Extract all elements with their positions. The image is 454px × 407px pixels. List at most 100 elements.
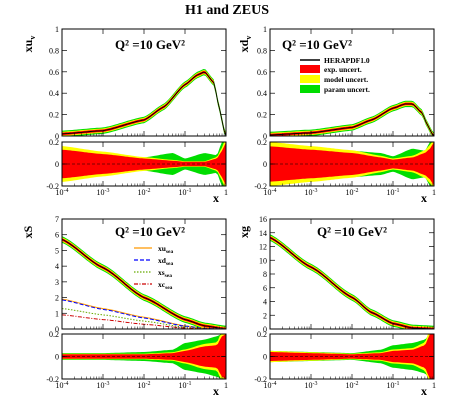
param-band xyxy=(62,69,226,136)
y-tick-label: 0.8 xyxy=(257,46,267,55)
y-tick-label: 0 xyxy=(263,132,267,141)
y-tick-label: 0 xyxy=(263,353,267,362)
central-line xyxy=(270,103,435,137)
legend-exp-label: exp. uncert. xyxy=(324,65,362,74)
y-tick-label: 0.2 xyxy=(257,330,267,339)
x-axis-label: x xyxy=(213,384,219,398)
y-tick-label: 1 xyxy=(55,309,59,318)
x-axis-label: x xyxy=(213,191,219,205)
x-tick-label: 10-2 xyxy=(138,188,151,197)
legend-sea-c-label: xcsea xyxy=(158,280,173,291)
x-tick-label: 10-1 xyxy=(179,381,192,390)
legend-exp-swatch xyxy=(300,65,320,73)
y-tick-label: 6 xyxy=(55,231,59,240)
y-tick-label: 7 xyxy=(55,215,59,224)
model-band xyxy=(270,235,434,329)
y-tick-label: -0.2 xyxy=(254,375,267,384)
x-tick-label: 10-3 xyxy=(305,188,318,197)
x-tick-label: 10-4 xyxy=(56,381,69,390)
figure-title: H1 and ZEUS xyxy=(185,3,269,18)
y-tick-label: 0.2 xyxy=(49,330,59,339)
central-line xyxy=(61,238,227,330)
legend-model-label: model uncert. xyxy=(324,75,368,84)
legend-sea-d-label: xdsea xyxy=(158,256,174,267)
legend-central-label: HERAPDF1.0 xyxy=(324,56,370,65)
y-tick-label: 4 xyxy=(263,298,267,307)
y-tick-label: 1 xyxy=(263,25,267,34)
y-tick-label: 10 xyxy=(259,256,267,265)
x-tick-label: 10-2 xyxy=(346,188,359,197)
y-tick-label: 14 xyxy=(259,229,267,238)
y-tick-label: 0 xyxy=(263,325,267,334)
y-tick-label: 0.6 xyxy=(257,68,267,77)
x-axis-label: x xyxy=(421,191,427,205)
x-tick-label: 10-1 xyxy=(179,188,192,197)
y-tick-label: 5 xyxy=(55,246,59,255)
y-tick-label: 0 xyxy=(55,160,59,169)
central-line xyxy=(269,237,435,330)
x-tick-label: 1 xyxy=(432,188,436,197)
q2-label: Q² =10 GeV² xyxy=(115,37,185,52)
x-tick-label: 10-1 xyxy=(387,381,400,390)
y-tick-label: 0.4 xyxy=(257,89,267,98)
y-tick-label: 0 xyxy=(55,325,59,334)
y-tick-label: 16 xyxy=(259,215,267,224)
y-tick-label: 0.2 xyxy=(49,111,59,120)
q2-label: Q² =10 GeV² xyxy=(282,37,352,52)
legend-param-swatch xyxy=(300,85,320,93)
x-tick-label: 10-3 xyxy=(97,188,110,197)
y-tick-label: 0 xyxy=(55,132,59,141)
q2-label: Q² =10 GeV² xyxy=(317,224,387,239)
central-line xyxy=(61,71,227,137)
y-tick-label: 4 xyxy=(55,262,59,271)
legend-sea-u-label: xusea xyxy=(158,244,174,255)
x-tick-label: 10-2 xyxy=(346,381,359,390)
y-tick-label: 0 xyxy=(55,353,59,362)
x-tick-label: 10-3 xyxy=(97,381,110,390)
exp-band xyxy=(62,70,226,136)
exp-band xyxy=(270,236,434,329)
y-axis-label: xdv xyxy=(237,36,253,53)
model-band xyxy=(62,237,226,329)
y-tick-label: -0.2 xyxy=(46,375,59,384)
y-axis-label: xg xyxy=(237,226,251,238)
x-tick-label: 10-4 xyxy=(56,188,69,197)
x-tick-label: 10-2 xyxy=(138,381,151,390)
y-tick-label: 6 xyxy=(263,284,267,293)
legend-param-label: param uncert. xyxy=(324,85,370,94)
y-tick-label: 1 xyxy=(55,25,59,34)
x-tick-label: 1 xyxy=(432,381,436,390)
x-tick-label: 10-4 xyxy=(264,188,277,197)
y-tick-label: 0.2 xyxy=(257,111,267,120)
y-tick-label: 2 xyxy=(263,311,267,320)
y-tick-label: 0.2 xyxy=(49,138,59,147)
y-tick-label: 0.4 xyxy=(49,89,59,98)
y-tick-label: 0.6 xyxy=(49,68,59,77)
y-tick-label: 12 xyxy=(259,243,267,252)
y-tick-label: 2 xyxy=(55,294,59,303)
y-axis-label: xS xyxy=(21,225,35,238)
x-tick-label: 10-1 xyxy=(387,188,400,197)
y-tick-label: 8 xyxy=(263,270,267,279)
model-band xyxy=(270,101,434,136)
panel-xS: 0 1 2 3 4 5 6 7 xS Q² =10 GeV² 10-4 10-3 10-2 10-1 1 -0… xyxy=(21,215,228,398)
param-band xyxy=(270,234,434,329)
x-tick-label: 1 xyxy=(224,188,228,197)
x-tick-label: 10-4 xyxy=(264,381,277,390)
q2-label: Q² =10 GeV² xyxy=(115,224,185,239)
x-tick-label: 1 xyxy=(224,381,228,390)
y-tick-label: 0.2 xyxy=(257,138,267,147)
param-band xyxy=(62,236,226,329)
y-tick-label: -0.2 xyxy=(254,182,267,191)
x-axis-label: x xyxy=(421,384,427,398)
y-tick-label: 0.8 xyxy=(49,46,59,55)
legend-sea-s-label: xssea xyxy=(158,268,172,279)
model-band xyxy=(62,70,226,136)
legend-model-swatch xyxy=(300,75,320,83)
